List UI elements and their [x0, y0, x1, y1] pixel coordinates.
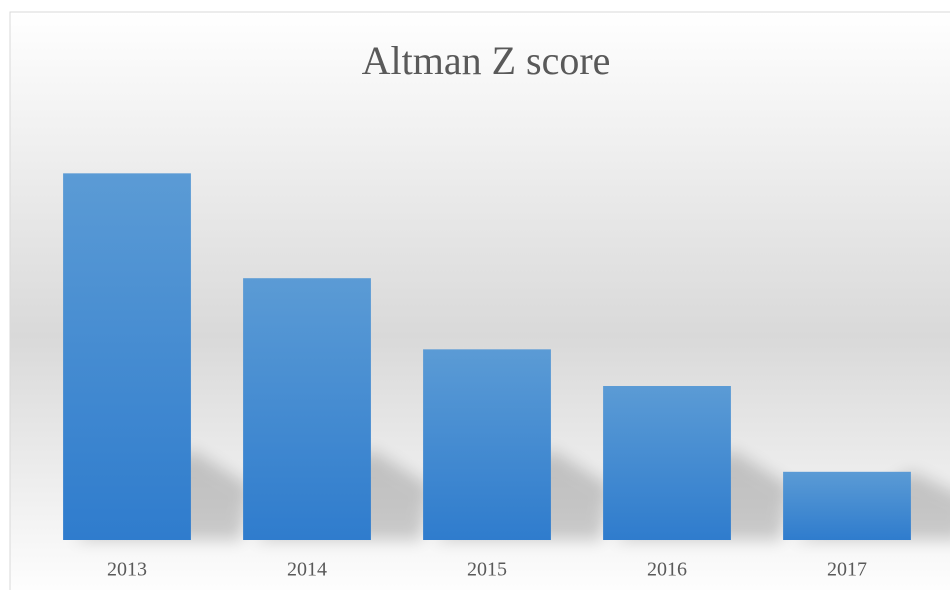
- bar: [243, 278, 371, 540]
- bar: [783, 471, 911, 540]
- x-tick-label: 2014: [287, 559, 327, 581]
- x-tick-label: 2016: [647, 559, 687, 581]
- bar: [423, 349, 551, 540]
- bar: [603, 386, 731, 540]
- x-tick-label: 2017: [827, 559, 867, 581]
- x-tick-label: 2015: [467, 559, 507, 581]
- bar: [63, 173, 191, 541]
- chart-title: Altman Z score: [362, 38, 611, 83]
- x-tick-label: 2013: [107, 559, 147, 581]
